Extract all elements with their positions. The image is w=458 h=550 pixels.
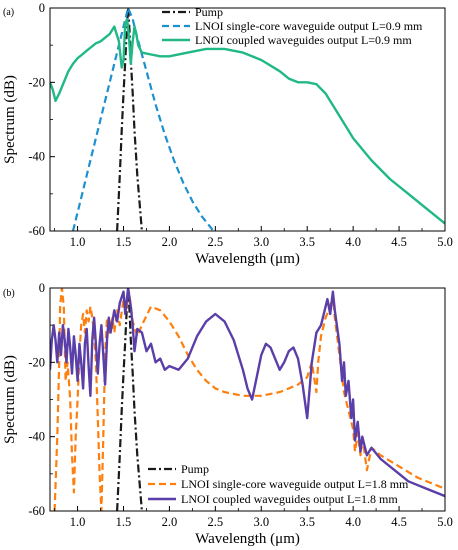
x-tick-label: 2.5	[208, 235, 224, 249]
y-tick-label: -20	[28, 355, 45, 369]
y-tick-label: -20	[28, 75, 45, 89]
panel-label: (a)	[3, 7, 14, 18]
x-tick-label: 4.5	[391, 515, 407, 529]
series-line-3	[50, 17, 445, 225]
x-tick-label: 4.0	[345, 515, 361, 529]
y-tick-label: 0	[39, 1, 45, 15]
y-tick-label: -40	[28, 150, 45, 164]
series-group	[50, 8, 445, 231]
x-tick-label: 4.0	[345, 235, 361, 249]
x-tick-label: 1.5	[116, 515, 132, 529]
y-axis-label: Spectrum (dB)	[2, 75, 18, 164]
x-tick-label: 1.5	[116, 235, 132, 249]
x-tick-label: 4.5	[391, 235, 407, 249]
x-axis-label: Wavelength (μm)	[195, 251, 300, 267]
panel-a: 1.0 1.5 2.0 2.5 3.0 3.5 4.0 4.5 5.0 0 -20 -40 -60 Wav…	[2, 1, 453, 267]
x-tick-label: 2.5	[208, 515, 224, 529]
legend-label-1: Pump	[195, 5, 223, 19]
series-line-1	[116, 8, 143, 231]
x-tick-label: 5.0	[437, 235, 453, 249]
legend-label-3: LNOI coupled waveguides output L=0.9 mm	[195, 33, 412, 47]
legend-label-2: LNOI single-core waveguide output L=1.8 …	[181, 477, 409, 491]
legend-label-3: LNOI coupled waveguides output L=1.8 mm	[181, 492, 398, 506]
x-tick-label: 2.0	[162, 235, 178, 249]
x-tick-label: 1.0	[70, 235, 86, 249]
legend-label-2: LNOI single-core waveguide output L=0.9 …	[195, 19, 423, 33]
series-line-2	[71, 8, 215, 231]
legend-label-1: Pump	[181, 462, 209, 476]
x-tick-label: 5.0	[437, 515, 453, 529]
series-group	[50, 288, 445, 511]
panel-label: (b)	[3, 288, 15, 299]
x-tick-label: 1.0	[70, 515, 86, 529]
x-axis-label: Wavelength (μm)	[195, 531, 300, 547]
y-tick-label: -60	[28, 504, 45, 518]
x-tick-label: 3.5	[299, 235, 315, 249]
panel-b: 1.0 1.5 2.0 2.5 3.0 3.5 4.0 4.5 5.0 0 -20 -40 -60 Wav…	[2, 281, 453, 547]
x-tick-label: 3.5	[299, 515, 315, 529]
series-line-1	[116, 288, 143, 511]
series-line-3	[50, 288, 445, 498]
x-tick-label: 2.0	[162, 515, 178, 529]
x-tick-label: 3.0	[253, 235, 269, 249]
y-tick-label: 0	[39, 281, 45, 295]
y-axis-label: Spectrum (dB)	[2, 355, 18, 444]
y-tick-label: -60	[28, 224, 45, 238]
x-tick-label: 3.0	[253, 515, 269, 529]
y-tick-label: -40	[28, 430, 45, 444]
